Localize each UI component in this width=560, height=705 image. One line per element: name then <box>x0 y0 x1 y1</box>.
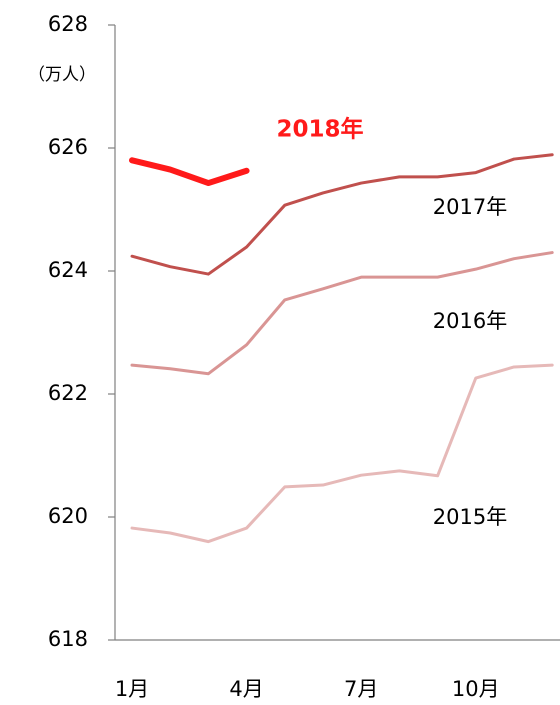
series-label: 2018年 <box>276 116 363 143</box>
x-tick-label: 4月 <box>229 677 263 701</box>
y-tick-label: 622 <box>48 381 88 405</box>
y-tick-label: 624 <box>48 258 88 282</box>
series-label: 2016年 <box>433 309 507 333</box>
series-label: 2017年 <box>433 195 507 219</box>
y-axis-label: （万人） <box>28 65 96 85</box>
y-tick-label: 618 <box>48 627 88 651</box>
series-line <box>130 153 554 276</box>
y-tick-label: 628 <box>48 12 88 36</box>
x-tick-label: 10月 <box>452 677 500 701</box>
x-tick-label: 7月 <box>344 677 378 701</box>
series-label: 2015年 <box>433 505 507 529</box>
x-tick-label: 1月 <box>115 677 149 701</box>
y-tick-label: 626 <box>48 135 88 159</box>
y-tick-label: 620 <box>48 504 88 528</box>
series-line <box>129 157 250 187</box>
series-line <box>130 251 554 376</box>
series-line <box>130 363 554 544</box>
